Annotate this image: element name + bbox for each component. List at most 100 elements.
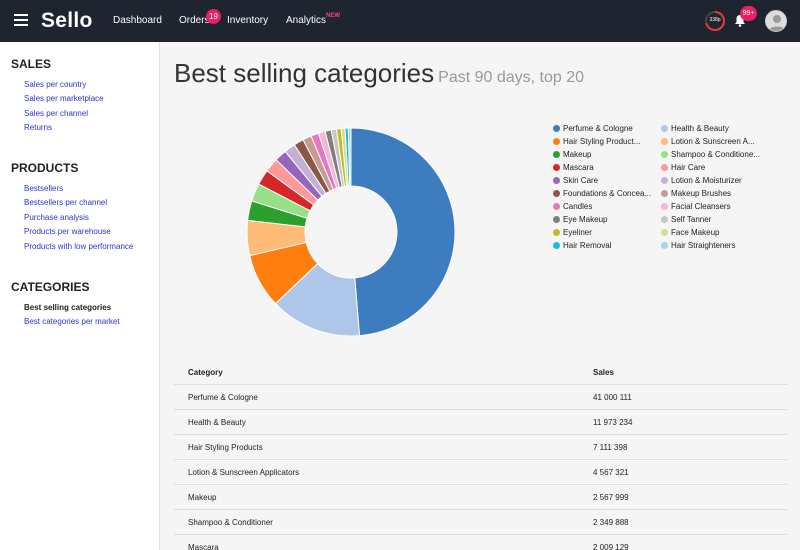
cell-category: Hair Styling Products <box>188 443 263 452</box>
legend-swatch <box>661 216 668 223</box>
legend-item[interactable]: Candles <box>553 202 592 211</box>
sidebar-item-bestsellers-per-channel[interactable]: Bestsellers per channel <box>24 198 108 207</box>
legend-swatch <box>661 177 668 184</box>
nav-analytics[interactable]: Analytics <box>286 15 327 26</box>
notification-badge: 99+ <box>740 6 757 21</box>
legend-swatch <box>661 125 668 132</box>
legend-label: Shampoo & Conditione... <box>671 150 760 159</box>
legend-label: Self Tanner <box>671 215 712 224</box>
table-row[interactable]: Makeup 2 567 999 <box>174 485 787 510</box>
menu-icon[interactable] <box>14 14 28 26</box>
legend-swatch <box>553 242 560 249</box>
header-sales[interactable]: Sales <box>593 368 614 377</box>
legend-item[interactable]: Mascara <box>553 163 594 172</box>
sidebar-item-best-categories-per-market[interactable]: Best categories per market <box>24 317 120 326</box>
legend-item[interactable]: Self Tanner <box>661 215 711 224</box>
cell-category: Mascara <box>188 543 219 550</box>
cell-category: Lotion & Sunscreen Applicators <box>188 468 300 477</box>
legend-item[interactable]: Hair Removal <box>553 241 611 250</box>
nav-inventory[interactable]: Inventory <box>227 15 269 26</box>
new-tag: NEW <box>326 13 340 19</box>
legend-item[interactable]: Eyeliner <box>553 228 592 237</box>
legend-swatch <box>553 164 560 171</box>
sidebar-item-products-low-performance[interactable]: Products with low performance <box>24 242 134 251</box>
legend-item[interactable]: Hair Straighteners <box>661 241 735 250</box>
legend-swatch <box>661 190 668 197</box>
legend-item[interactable]: Health & Beauty <box>661 124 729 133</box>
legend-label: Hair Removal <box>563 241 612 250</box>
sidebar-item-sales-per-marketplace[interactable]: Sales per marketplace <box>24 94 104 103</box>
legend-item[interactable]: Makeup Brushes <box>661 189 731 198</box>
brand-logo[interactable]: Sello <box>41 9 93 32</box>
user-icon <box>769 15 785 31</box>
sidebar-heading-products: PRODUCTS <box>11 161 79 175</box>
table-header: Category Sales <box>174 360 787 385</box>
table-row[interactable]: Shampoo & Conditioner 2 349 888 <box>174 510 787 535</box>
cell-category: Shampoo & Conditioner <box>188 518 273 527</box>
table-row[interactable]: Mascara 2 009 129 <box>174 535 787 550</box>
legend-label: Mascara <box>563 163 594 172</box>
legend-label: Lotion & Sunscreen A... <box>671 137 755 146</box>
sidebar-item-best-selling-categories[interactable]: Best selling categories <box>24 303 112 312</box>
legend-label: Makeup Brushes <box>671 189 732 198</box>
cell-category: Perfume & Cologne <box>188 393 258 402</box>
sidebar-heading-categories: CATEGORIES <box>11 280 90 294</box>
legend-label: Facial Cleansers <box>671 202 731 211</box>
cell-sales: 2 567 999 <box>593 493 629 502</box>
cell-category: Health & Beauty <box>188 418 246 427</box>
nav-dashboard[interactable]: Dashboard <box>113 15 162 26</box>
cell-sales: 4 567 321 <box>593 468 629 477</box>
sidebar-item-returns[interactable]: Returns <box>24 123 53 132</box>
cell-sales: 41 000 111 <box>593 393 632 402</box>
legend-item[interactable]: Perfume & Cologne <box>553 124 633 133</box>
cell-sales: 7 111 398 <box>593 443 628 452</box>
legend-item[interactable]: Face Makeup <box>661 228 719 237</box>
sidebar-item-products-per-warehouse[interactable]: Products per warehouse <box>24 227 111 236</box>
donut-slice[interactable] <box>350 127 456 337</box>
donut-chart[interactable] <box>246 127 456 337</box>
page-title-text: Best selling categories <box>174 58 435 88</box>
sidebar-item-sales-per-country[interactable]: Sales per country <box>24 80 87 89</box>
legend-label: Hair Styling Product... <box>563 137 641 146</box>
progress-ring-icon[interactable] <box>704 10 726 32</box>
legend-item[interactable]: Lotion & Moisturizer <box>661 176 742 185</box>
legend-swatch <box>553 190 560 197</box>
sidebar-item-purchase-analysis[interactable]: Purchase analysis <box>24 213 89 222</box>
legend-label: Hair Straighteners <box>671 241 736 250</box>
legend-item[interactable]: Makeup <box>553 150 591 159</box>
sidebar-item-bestsellers[interactable]: Bestsellers <box>24 184 64 193</box>
nav-orders[interactable]: Orders <box>179 15 210 26</box>
legend-swatch <box>661 151 668 158</box>
legend-item[interactable]: Hair Styling Product... <box>553 137 640 146</box>
legend-item[interactable]: Lotion & Sunscreen A... <box>661 137 755 146</box>
table-row[interactable]: Lotion & Sunscreen Applicators 4 567 321 <box>174 460 787 485</box>
legend-swatch <box>553 151 560 158</box>
legend-swatch <box>553 203 560 210</box>
table-row[interactable]: Health & Beauty 11 973 234 <box>174 410 787 435</box>
main-content: Best selling categories Past 90 days, top… <box>161 42 800 550</box>
table-row[interactable]: Perfume & Cologne 41 000 111 <box>174 385 787 410</box>
legend-swatch <box>553 216 560 223</box>
header-category[interactable]: Category <box>188 368 223 377</box>
legend-item[interactable]: Foundations & Concea... <box>553 189 651 198</box>
avatar[interactable] <box>765 10 787 32</box>
legend-item[interactable]: Shampoo & Conditione... <box>661 150 760 159</box>
cell-sales: 2 349 888 <box>593 518 629 527</box>
donut-slice[interactable] <box>347 127 352 187</box>
legend-swatch <box>661 138 668 145</box>
legend-swatch <box>661 203 668 210</box>
legend-item[interactable]: Facial Cleansers <box>661 202 731 211</box>
legend-item[interactable]: Eye Makeup <box>553 215 607 224</box>
legend-item[interactable]: Skin Care <box>553 176 598 185</box>
table-row[interactable]: Hair Styling Products 7 111 398 <box>174 435 787 460</box>
legend-swatch <box>553 125 560 132</box>
legend-label: Perfume & Cologne <box>563 124 633 133</box>
legend-label: Makeup <box>563 150 592 159</box>
sidebar: SALES Sales per country Sales per market… <box>0 42 160 550</box>
legend-item[interactable]: Hair Care <box>661 163 705 172</box>
legend-label: Eye Makeup <box>563 215 608 224</box>
legend-label: Face Makeup <box>671 228 720 237</box>
progress-label: 338p <box>709 17 721 23</box>
sidebar-item-sales-per-channel[interactable]: Sales per channel <box>24 109 89 118</box>
legend-swatch <box>661 164 668 171</box>
